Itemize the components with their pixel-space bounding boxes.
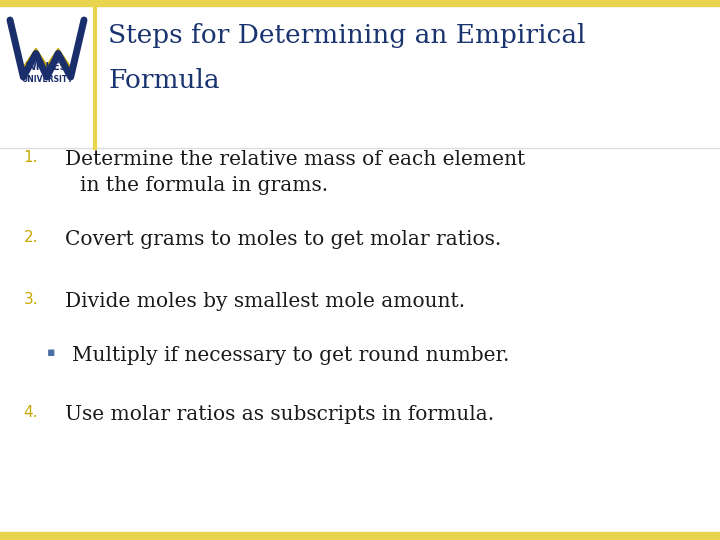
Polygon shape	[10, 20, 84, 77]
Bar	[0, 532, 720, 540]
Text: Divide moles by smallest mole amount.: Divide moles by smallest mole amount.	[65, 292, 465, 311]
Text: WILKES: WILKES	[26, 62, 68, 72]
Text: Covert grams to moles to get molar ratios.: Covert grams to moles to get molar ratio…	[65, 230, 501, 249]
Text: Determine the relative mass of each element: Determine the relative mass of each elem…	[65, 150, 526, 169]
Bar	[0, 0, 720, 6]
Text: in the formula in grams.: in the formula in grams.	[80, 176, 328, 195]
Text: Steps for Determining an Empirical: Steps for Determining an Empirical	[108, 23, 585, 48]
Text: UNIVERSITY: UNIVERSITY	[21, 75, 73, 84]
Text: 2.: 2.	[24, 230, 38, 245]
Text: Use molar ratios as subscripts in formula.: Use molar ratios as subscripts in formul…	[65, 405, 494, 424]
Text: 1.: 1.	[24, 150, 38, 165]
Text: Multiply if necessary to get round number.: Multiply if necessary to get round numbe…	[72, 346, 509, 365]
Text: 4.: 4.	[24, 405, 38, 420]
Text: ▪: ▪	[47, 346, 55, 359]
Text: 3.: 3.	[23, 292, 38, 307]
Text: Formula: Formula	[108, 68, 220, 92]
